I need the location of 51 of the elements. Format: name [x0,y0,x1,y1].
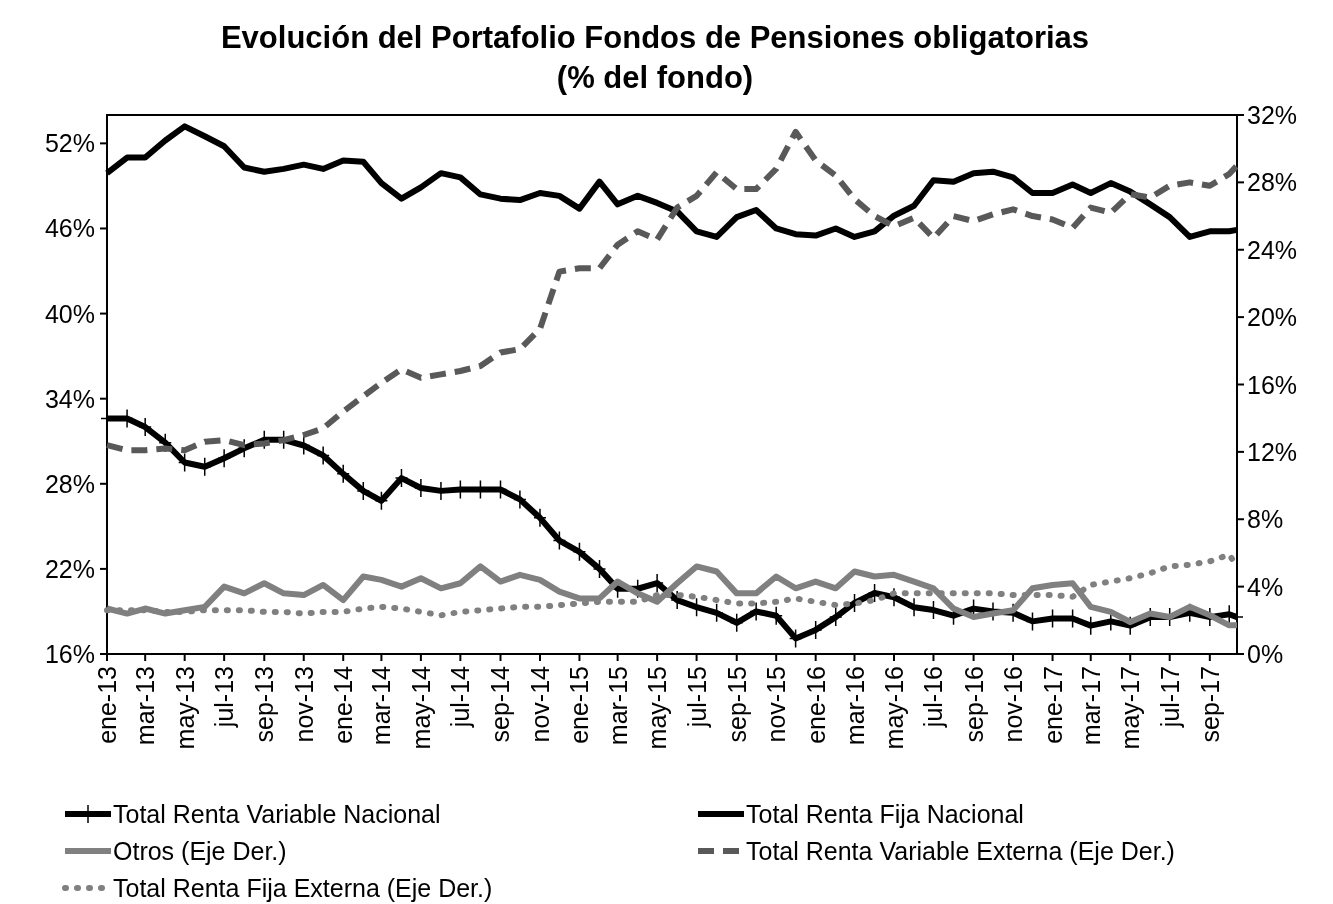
x-tick-label: mar-15 [603,666,632,746]
x-tick-label: sep-13 [250,666,279,743]
legend-label: Total Renta Fija Externa (Eje Der.) [113,874,493,902]
x-tick-label: sep-17 [1195,666,1224,743]
x-tick-label: mar-14 [367,665,396,746]
y-tick-label: 34% [44,384,95,413]
y2-tick-label: 0% [1247,640,1284,668]
x-tick-label: mar-13 [131,666,160,746]
y2-tick-label: 28% [1247,168,1298,197]
y-tick-label: 46% [44,214,95,243]
legend-label: Total Renta Variable Externa (Eje Der.) [746,837,1175,865]
x-tick-label: ene-15 [565,666,594,744]
y-tick-label: 16% [44,640,95,668]
y2-tick-label: 24% [1247,235,1298,264]
y2-tick-label: 8% [1247,505,1284,534]
x-tick-label: may-16 [879,666,908,750]
chart-title: Evolución del Portafolio Fondos de Pensiones obligatorias (% del fondo) [220,20,1090,95]
x-tick-label: jul-15 [682,666,711,729]
x-tick-label: nov-15 [762,666,791,743]
x-tick-label: ene-17 [1038,666,1067,744]
x-tick-label: mar-17 [1076,666,1105,746]
y-tick-label: 22% [44,554,95,583]
y2-tick-label: 16% [1247,370,1298,399]
x-tick-label: jul-16 [919,666,948,729]
x-tick-label: ene-16 [801,666,830,744]
y-tick-label: 40% [44,299,95,328]
x-tick-label: sep-16 [959,666,988,743]
x-tick-label: jul-13 [210,666,239,729]
x-tick-label: sep-15 [722,666,751,743]
y2-tick-label: 4% [1247,572,1284,601]
y2-tick-label: 32% [1247,101,1298,129]
y2-tick-label: 12% [1247,437,1298,466]
x-tick-label: sep-14 [486,665,515,743]
y-tick-label: 28% [44,469,95,498]
y-tick-label: 52% [44,129,95,158]
legend-label: Total Renta Fija Nacional [746,800,1024,828]
legend-label: Otros (Eje Der.) [113,837,287,865]
x-tick-label: may-13 [170,666,199,750]
x-tick-label: ene-13 [93,666,121,744]
x-tick-label: nov-14 [525,665,554,743]
x-tick-label: nov-13 [289,666,318,743]
x-tick-label: may-14 [406,665,435,750]
x-tick-label: nov-16 [999,666,1028,743]
legend-label: Total Renta Variable Nacional [113,800,441,828]
x-tick-label: ene-14 [329,665,358,744]
x-tick-label: jul-17 [1155,666,1184,729]
x-tick-label: may-15 [643,666,672,750]
x-tick-label: jul-14 [446,665,475,729]
x-tick-label: mar-16 [840,666,869,746]
y2-tick-label: 20% [1247,303,1298,332]
x-tick-label: may-17 [1116,666,1145,750]
